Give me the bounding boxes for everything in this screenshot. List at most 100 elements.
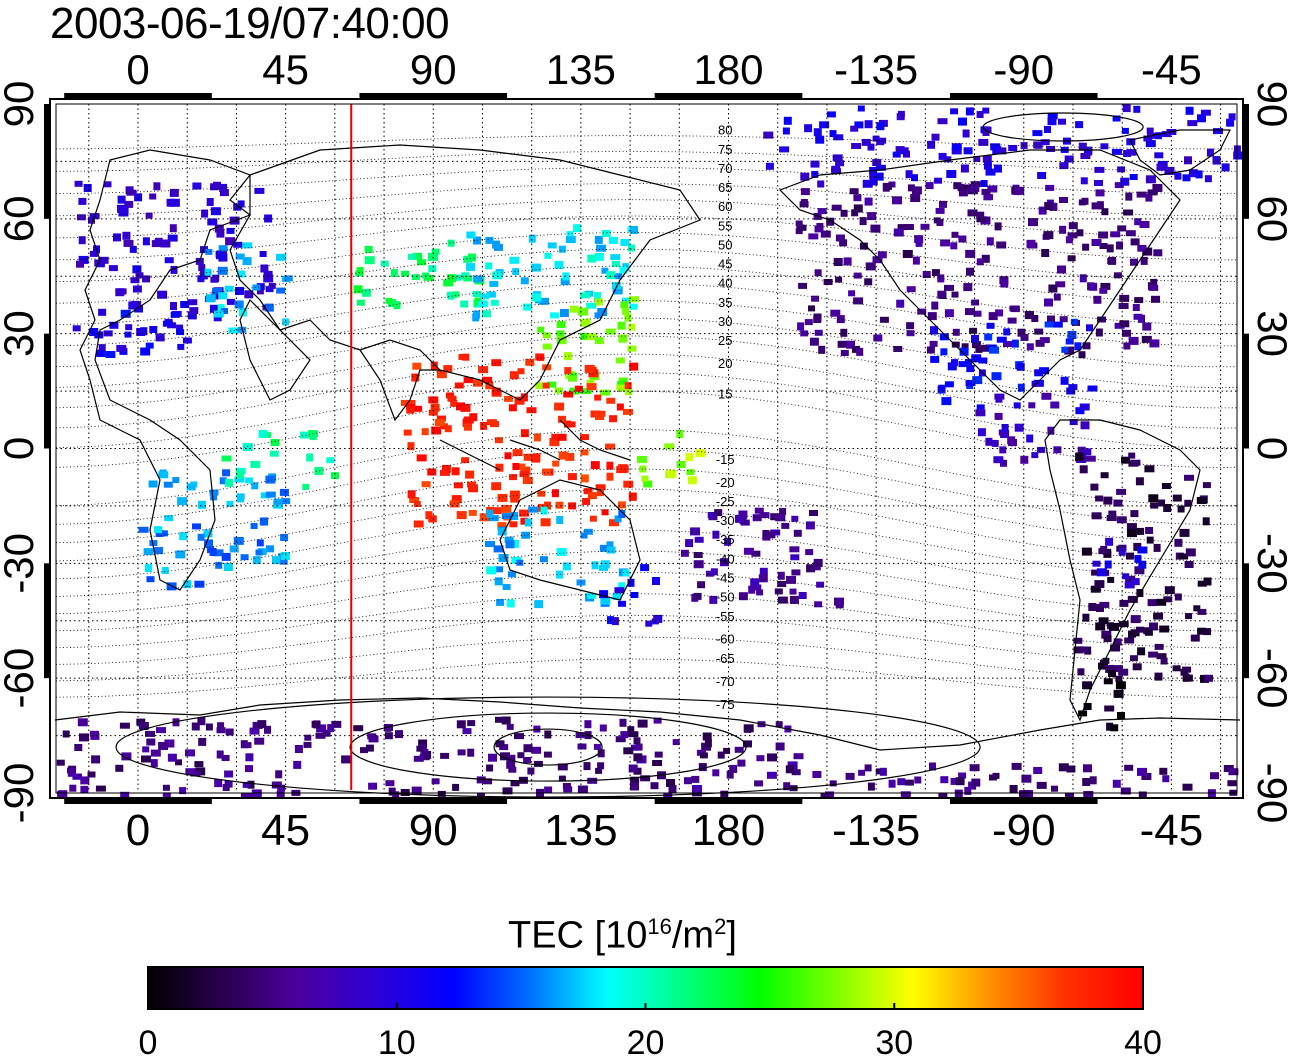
tec-cell — [978, 357, 988, 364]
contour-label: -40 — [716, 551, 735, 566]
magnetic-latitude-contours — [55, 112, 1238, 798]
tec-cell — [118, 288, 127, 295]
tec-cell — [566, 421, 576, 428]
tec-cell — [428, 409, 438, 416]
tec-cell — [840, 328, 848, 337]
tec-cell — [623, 408, 633, 415]
tec-cell — [544, 786, 553, 793]
tec-cell — [594, 252, 604, 261]
tec-cell — [685, 453, 694, 462]
tec-cell — [694, 536, 704, 543]
tec-cell — [848, 290, 856, 297]
tec-cell — [315, 732, 326, 739]
tec-cell — [117, 204, 127, 213]
tec-cell — [906, 330, 915, 337]
tec-cell — [998, 147, 1007, 155]
contour-label: -30 — [716, 513, 735, 528]
tec-cell — [467, 720, 476, 727]
tec-cell — [1143, 135, 1153, 142]
tec-cell — [170, 311, 180, 318]
tec-cell — [975, 409, 986, 417]
tec-cell — [965, 107, 974, 116]
tec-cell — [1094, 180, 1103, 186]
tec-cell — [207, 218, 218, 226]
tec-cell — [468, 509, 477, 516]
tec-cell — [896, 299, 905, 308]
tec-cell — [280, 552, 290, 560]
tec-cell — [1085, 455, 1096, 462]
tec-cell — [640, 564, 650, 572]
tec-cell — [149, 540, 158, 547]
tec-cell — [569, 305, 579, 313]
tec-region — [637, 430, 706, 488]
tec-cell — [1150, 278, 1158, 285]
tec-cell — [1108, 670, 1116, 677]
tec-cell — [283, 275, 293, 282]
tec-cell — [994, 412, 1003, 420]
tec-cell — [986, 322, 995, 329]
tec-cell — [717, 751, 725, 759]
contour-label: 60 — [718, 199, 732, 214]
tec-cell — [242, 242, 253, 249]
tec-cell — [446, 392, 454, 399]
tec-cell — [1075, 121, 1084, 129]
tec-cell — [645, 620, 653, 627]
tec-cell — [1184, 561, 1194, 568]
tec-cell — [1130, 258, 1138, 266]
tec-cell — [926, 346, 935, 354]
tec-cell — [234, 300, 244, 309]
tec-cell — [169, 198, 180, 207]
tec-cell — [936, 219, 944, 226]
tec-cell — [627, 578, 635, 587]
tec-cell — [958, 772, 967, 779]
contour-label: 65 — [718, 180, 732, 195]
tec-cell — [225, 237, 236, 246]
contour-label: -20 — [716, 475, 735, 490]
tec-cell — [1153, 543, 1161, 552]
tec-cell — [1138, 314, 1145, 323]
tec-cell — [985, 437, 993, 446]
tec-cell — [606, 472, 614, 481]
tec-cell — [980, 180, 988, 187]
tec-cell — [906, 286, 916, 293]
tec-cell — [224, 285, 234, 292]
tec-cell — [1151, 295, 1160, 303]
tec-cell — [1131, 578, 1140, 586]
tec-cell — [89, 250, 98, 257]
tec-cell — [1103, 496, 1113, 505]
tec-cell — [451, 467, 460, 476]
tec-cell — [1126, 552, 1134, 560]
tec-cell — [461, 457, 470, 464]
tec-cell — [789, 588, 797, 595]
tec-cell — [69, 784, 77, 792]
tec-cell — [940, 239, 951, 247]
tec-cell — [900, 791, 911, 798]
tec-cell — [1066, 387, 1076, 395]
tec-cell — [1079, 274, 1087, 283]
tec-cell — [580, 318, 591, 327]
tec-cell — [239, 308, 247, 317]
contour-labels: 80 75 70 65 60 55 50 45 40 35 30 25 20 15 -15 -20 -25 -30… — [716, 123, 735, 712]
tec-cell — [401, 270, 410, 277]
tec-cell — [611, 260, 620, 267]
tec-cell — [1053, 446, 1062, 454]
tec-cell — [939, 333, 949, 341]
tec-cell — [888, 181, 896, 188]
tec-cell — [197, 717, 206, 726]
tec-cell — [743, 740, 752, 748]
tec-cell — [806, 564, 816, 573]
tec-cell — [514, 396, 525, 405]
tec-cell — [460, 403, 471, 412]
tec-cell — [264, 303, 274, 312]
tec-region — [680, 507, 844, 609]
right-lat-tick-label: 60 — [1249, 195, 1292, 242]
tec-cell — [783, 782, 791, 791]
tec-cell — [1113, 638, 1122, 646]
tec-cell — [712, 769, 720, 777]
tec-cell — [160, 530, 168, 537]
tec-cell — [454, 274, 462, 281]
tec-cell — [494, 577, 503, 586]
tec-cell — [1136, 626, 1144, 633]
tec-cell — [478, 301, 489, 308]
tec-cell — [895, 146, 905, 154]
